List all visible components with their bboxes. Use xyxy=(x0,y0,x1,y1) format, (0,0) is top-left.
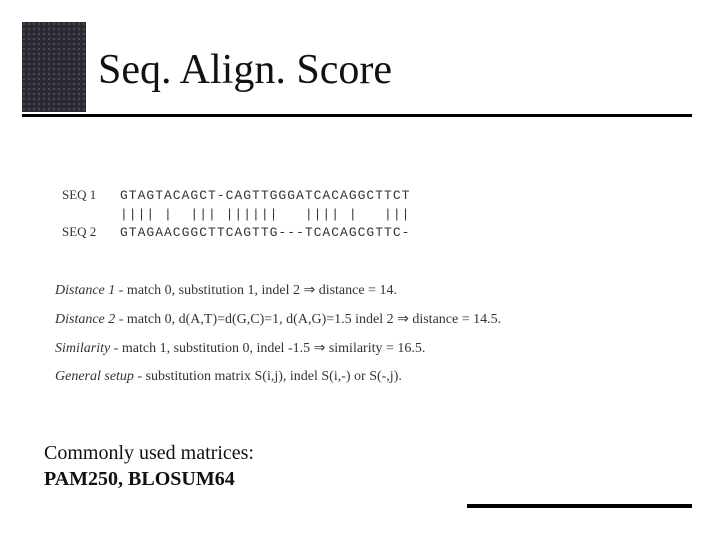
scoring-row: Similarity - match 1, substitution 0, in… xyxy=(55,340,680,357)
corner-pattern xyxy=(22,22,86,112)
scoring-label: Distance 1 xyxy=(55,283,115,298)
scoring-text: - match 1, substitution 0, indel -1.5 ⇒ … xyxy=(110,341,425,356)
match-line: |||| | ||| |||||| |||| | ||| xyxy=(120,207,410,222)
scoring-text: - match 0, substitution 1, indel 2 ⇒ dis… xyxy=(115,283,397,298)
scoring-row: Distance 2 - match 0, d(A,T)=d(G,C)=1, d… xyxy=(55,311,680,328)
match-spacer xyxy=(62,205,120,223)
horizontal-rule-top xyxy=(22,114,692,117)
scoring-label: Similarity xyxy=(55,341,110,356)
slide: Seq. Align. Score SEQ 1GTAGTACAGCT-CAGTT… xyxy=(0,0,720,540)
scoring-label: General setup xyxy=(55,369,134,384)
footer-text: Commonly used matrices: PAM250, BLOSUM64 xyxy=(44,440,254,492)
scoring-text: - substitution matrix S(i,j), indel S(i,… xyxy=(134,369,402,384)
seq1-label: SEQ 1 xyxy=(62,186,120,204)
sequence-alignment: SEQ 1GTAGTACAGCT-CAGTTGGGATCACAGGCTTCT |… xyxy=(62,186,410,242)
seq2: GTAGAACGGCTTCAGTTG---TCACAGCGTTC- xyxy=(120,225,410,240)
footer-line2: PAM250, BLOSUM64 xyxy=(44,466,254,492)
scoring-label: Distance 2 xyxy=(55,312,115,327)
horizontal-rule-bottom xyxy=(467,504,692,508)
scoring-block: Distance 1 - match 0, substitution 1, in… xyxy=(55,282,680,397)
seq1: GTAGTACAGCT-CAGTTGGGATCACAGGCTTCT xyxy=(120,188,410,203)
scoring-text: - match 0, d(A,T)=d(G,C)=1, d(A,G)=1.5 i… xyxy=(115,312,501,327)
slide-title: Seq. Align. Score xyxy=(98,46,392,94)
seq2-label: SEQ 2 xyxy=(62,223,120,241)
scoring-row: Distance 1 - match 0, substitution 1, in… xyxy=(55,282,680,299)
footer-line1: Commonly used matrices: xyxy=(44,440,254,466)
scoring-row: General setup - substitution matrix S(i,… xyxy=(55,369,680,385)
